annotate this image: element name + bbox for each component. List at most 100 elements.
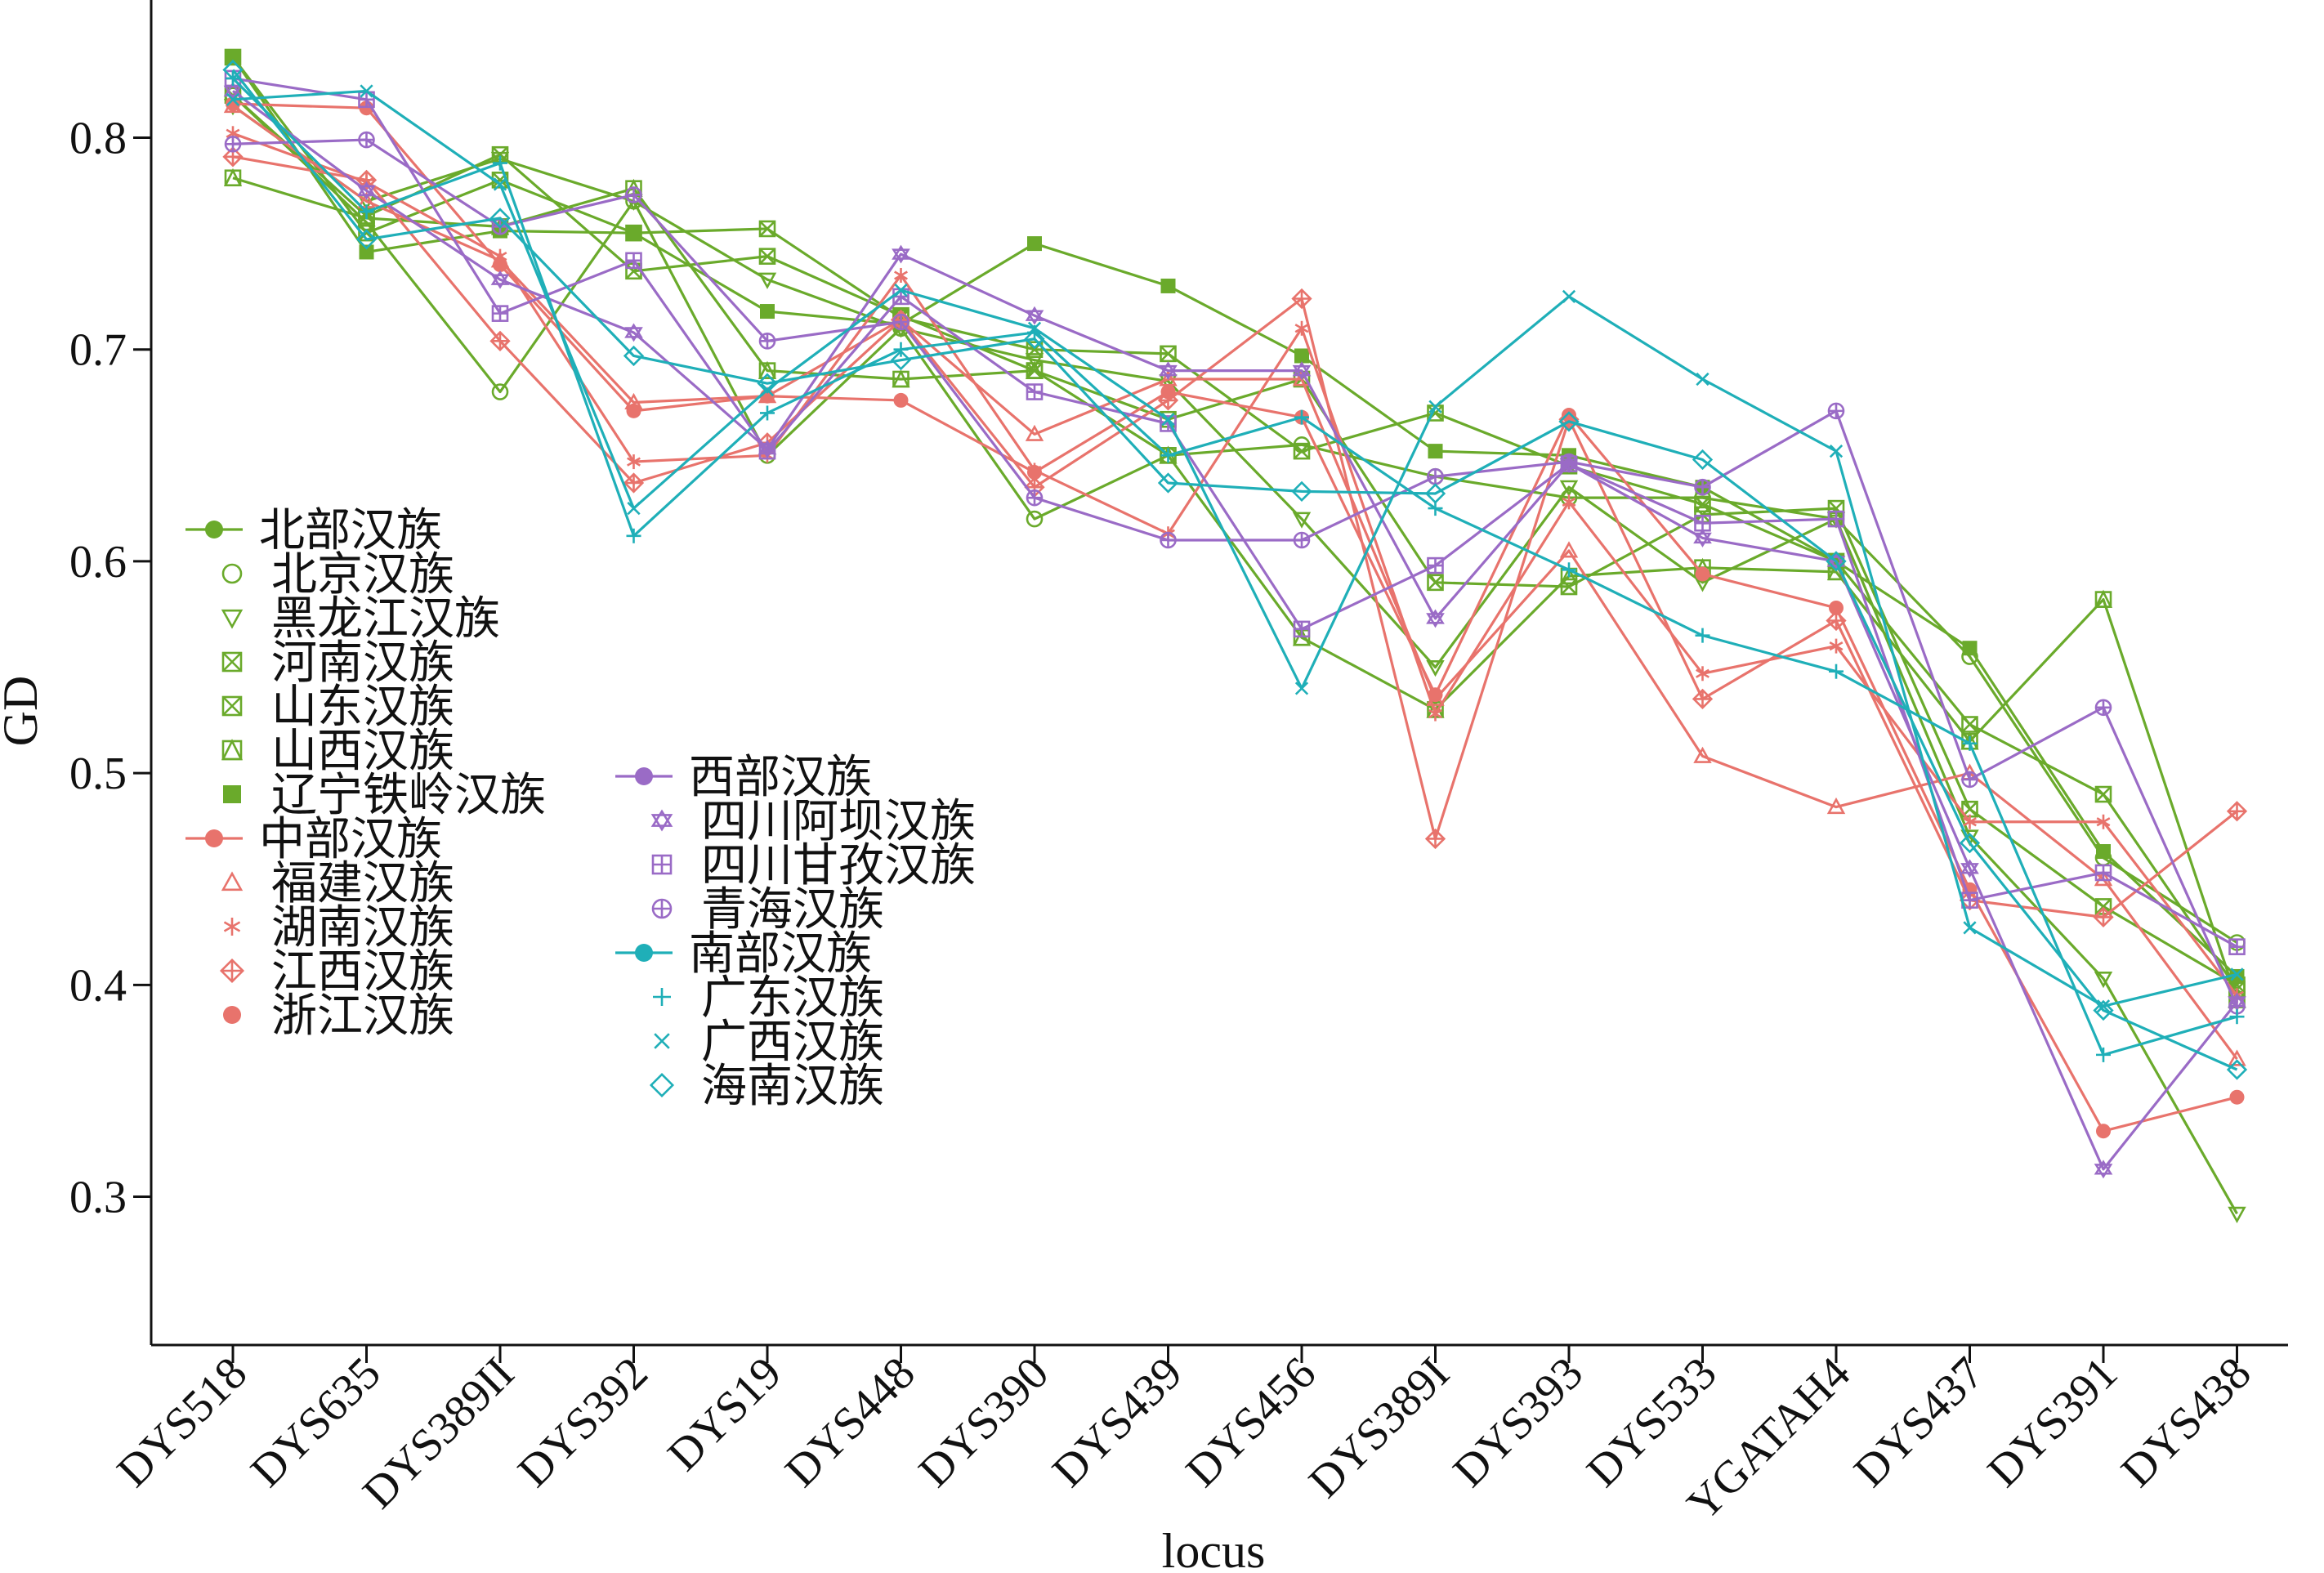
data-point: [1829, 664, 1844, 679]
legend-marker: [649, 1072, 675, 1098]
series-line: [231, 94, 2238, 986]
data-point: [627, 454, 641, 470]
y-tick-label: 0.8: [69, 113, 127, 163]
data-point: [758, 333, 776, 350]
y-tick-label: 0.3: [69, 1173, 127, 1223]
series-line: [232, 105, 2238, 1215]
x-tick-label: DYS437: [1844, 1347, 1993, 1496]
data-point: [1161, 413, 1175, 427]
data-point: [1426, 660, 1445, 677]
legend-group-label: 中部汉族: [259, 813, 442, 866]
legend-label: 山东汉族: [271, 681, 454, 734]
legend-marker: [221, 651, 243, 673]
legend-marker: [651, 854, 673, 875]
data-point: [489, 330, 511, 351]
legend-label: 辽宁铁岭汉族: [271, 769, 546, 822]
series-line: [232, 177, 2239, 1000]
data-point: [1692, 688, 1714, 710]
data-point: [1962, 735, 1978, 751]
data-point: [1026, 510, 1044, 528]
y-tick-label: 0.4: [69, 960, 127, 1011]
plot-area: [222, 48, 2248, 1223]
y-axis-title: GD: [0, 676, 47, 747]
legend-marker: [650, 809, 673, 832]
data-point: [760, 382, 775, 397]
data-point: [1293, 620, 1311, 638]
data-point: [1160, 345, 1177, 363]
legend-marker: [221, 563, 243, 584]
data-point: [1024, 328, 1045, 350]
data-point: [1562, 408, 1576, 423]
legend-group-marker: [205, 521, 223, 538]
data-point: [1291, 480, 1312, 503]
x-tick-label: DYS438: [2112, 1347, 2260, 1496]
data-point: [1428, 400, 1442, 413]
legend-group-marker: [635, 767, 653, 785]
data-point: [2094, 1160, 2113, 1179]
series-line: [231, 77, 2237, 1057]
data-point: [758, 248, 776, 265]
legend-label: 山西汉族: [271, 725, 454, 778]
data-point: [1428, 706, 1442, 722]
data-point: [1293, 531, 1311, 549]
data-point: [491, 383, 509, 400]
data-point: [626, 226, 641, 241]
series-line: [231, 56, 2238, 990]
data-point: [1294, 320, 1309, 336]
data-point: [1695, 566, 1710, 582]
data-point: [1961, 771, 1978, 789]
data-point: [894, 267, 908, 283]
data-point: [1829, 638, 1844, 654]
data-point: [2229, 968, 2245, 984]
data-point: [2226, 1059, 2248, 1080]
legend-label: 海南汉族: [701, 1060, 884, 1113]
data-point: [1827, 402, 1845, 420]
x-tick-label: DYS19: [659, 1347, 792, 1481]
legend-marker: [221, 609, 244, 629]
y-tick-label: 0.7: [69, 325, 127, 376]
data-point: [626, 403, 641, 418]
data-point: [2226, 801, 2248, 822]
legend-group-marker: [205, 829, 223, 847]
data-point: [1426, 609, 1445, 628]
data-point: [1695, 628, 1710, 643]
data-point: [2228, 1206, 2246, 1223]
data-point: [1826, 551, 1847, 572]
data-point: [2094, 972, 2113, 989]
data-point: [623, 472, 645, 494]
data-point: [1027, 236, 1042, 252]
data-point: [892, 244, 910, 264]
data-point: [2096, 1047, 2111, 1062]
data-point: [1826, 797, 1846, 815]
legend-group-marker: [635, 944, 653, 962]
data-point: [1558, 411, 1580, 432]
series-line: [232, 138, 2238, 1007]
data-point: [1961, 716, 1978, 733]
x-axis-title: locus: [1162, 1524, 1266, 1573]
data-point: [1027, 465, 1042, 480]
data-point: [1959, 833, 1981, 854]
data-point: [1160, 278, 1176, 293]
data-point: [2094, 869, 2113, 887]
y-tick-label: 0.6: [69, 537, 127, 588]
data-point: [892, 313, 909, 331]
legend-label: 青海汉族: [701, 883, 884, 936]
data-point: [2228, 1049, 2246, 1066]
data-point: [1963, 814, 1977, 829]
data-point: [1427, 467, 1444, 485]
data-point: [1694, 478, 1711, 496]
data-point: [1294, 348, 1309, 364]
legend-label: 黑龙江汉族: [271, 592, 500, 646]
data-point: [1427, 556, 1444, 574]
data-point: [493, 257, 507, 273]
data-point: [1827, 510, 1845, 528]
data-point: [626, 528, 641, 543]
x-tick-label: DYS448: [775, 1347, 924, 1496]
series-line: [232, 132, 2238, 997]
x-tick-label: DYS389I: [1299, 1347, 1459, 1508]
data-point: [760, 405, 775, 421]
data-point: [226, 92, 240, 106]
data-point: [1559, 480, 1579, 497]
legend: 北部汉族北京汉族黑龙江汉族河南汉族山东汉族山西汉族辽宁铁岭汉族中部汉族福建汉族湖…: [185, 504, 976, 1113]
